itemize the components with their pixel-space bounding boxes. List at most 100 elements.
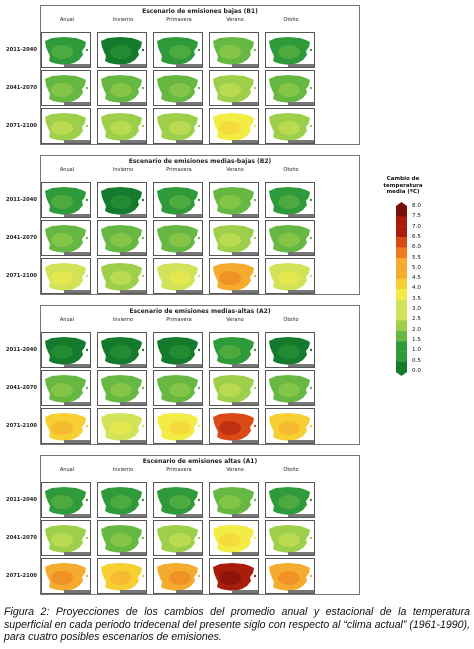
temperature-map [153,32,203,68]
temperature-map [153,70,203,106]
balearic-islands [197,124,201,128]
warming-core [51,271,73,285]
period-label: 2011-2040 [5,47,37,53]
temperature-map [97,482,147,518]
africa-coast [176,440,202,443]
africa-coast [64,252,90,255]
balearic-islands [85,198,89,202]
africa-coast [120,64,146,67]
warming-core [278,45,300,59]
season-label: Invierno [112,17,134,23]
africa-coast [232,102,258,105]
africa-coast [288,140,314,143]
warming-core [169,571,191,585]
africa-coast [288,290,314,293]
balearic-islands [309,348,313,352]
balearic-islands [197,86,201,90]
balearic-islands [253,386,257,390]
balearic-islands [197,386,201,390]
panel-title: Escenario de emisiones medias-altas (A2) [129,308,271,315]
colorbar [396,202,407,376]
warming-core [278,495,300,509]
warming-core [110,533,132,547]
warming-core [219,533,241,547]
warming-core [278,421,300,435]
balearic-islands [85,274,89,278]
warming-core [51,345,73,359]
panel-title: Escenario de emisiones altas (A1) [142,458,258,465]
africa-coast [64,364,90,367]
colorbar-tick-label: 2.5 [412,316,421,323]
africa-coast [176,214,202,217]
warming-core [169,83,191,97]
balearic-islands [253,236,257,240]
warming-core [51,495,73,509]
temperature-map [265,70,315,106]
warming-core [169,383,191,397]
balearic-islands [141,348,145,352]
temperature-map [209,108,259,144]
africa-coast [64,102,90,105]
africa-coast [232,514,258,517]
period-label: 2041-2070 [5,535,37,541]
warming-core [219,421,241,435]
season-label: Verano [226,467,244,473]
africa-coast [288,590,314,593]
balearic-islands [253,198,257,202]
africa-coast [176,514,202,517]
africa-coast [120,440,146,443]
colorbar-tick-label: 1.0 [412,347,421,354]
warming-core [278,533,300,547]
period-label: 2011-2040 [5,197,37,203]
warming-core [51,421,73,435]
colorbar-tick-label: 5.0 [412,264,421,271]
warming-core [51,45,73,59]
africa-coast [232,290,258,293]
season-label: Invierno [112,167,134,173]
africa-coast [64,552,90,555]
balearic-islands [197,198,201,202]
balearic-islands [253,498,257,502]
balearic-islands [85,574,89,578]
temperature-map [41,182,91,218]
colorbar-tick-label: 4.0 [412,285,421,292]
season-label: Anual [59,167,75,173]
temperature-map [209,32,259,68]
africa-coast [232,552,258,555]
warming-core [51,383,73,397]
season-label: Verano [226,167,244,173]
balearic-islands [253,124,257,128]
africa-coast [288,514,314,517]
temperature-map [209,520,259,556]
africa-coast [288,252,314,255]
temperature-map [153,482,203,518]
temperature-map [97,370,147,406]
colorbar-tick-label: 1.5 [412,336,421,343]
temperature-map [209,558,259,594]
africa-coast [64,590,90,593]
warming-core [219,571,241,585]
season-label: Verano [226,17,244,23]
africa-coast [120,102,146,105]
balearic-islands [141,48,145,52]
balearic-islands [141,124,145,128]
colorbar-tick-label: 8.0 [412,203,421,209]
colorbar-swatch [396,278,407,290]
season-label: Primavera [166,17,192,23]
colorbar-tick-label: 0.5 [412,357,421,364]
warming-core [219,495,241,509]
balearic-islands [197,236,201,240]
temperature-map [97,182,147,218]
colorbar-swatch [396,258,407,269]
balearic-islands [253,424,257,428]
colorbar-swatch [396,330,407,342]
season-label: Otoño [283,317,299,323]
africa-coast [64,290,90,293]
balearic-islands [253,574,257,578]
africa-coast [176,102,202,105]
temperature-map [153,182,203,218]
temperature-map [41,70,91,106]
warming-core [51,83,73,97]
colorbar-swatch [396,226,407,238]
warming-core [51,533,73,547]
